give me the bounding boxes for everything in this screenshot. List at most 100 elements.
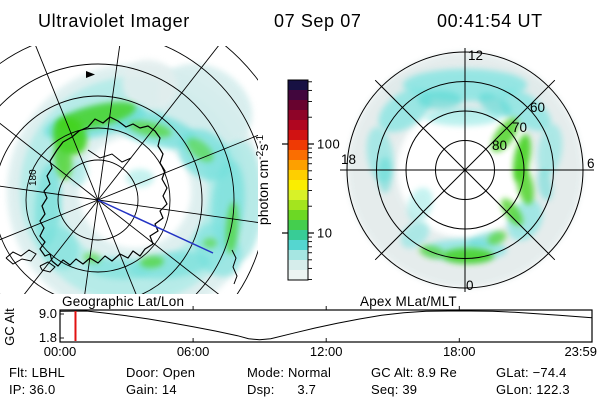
colorbar-band (288, 140, 308, 151)
observation-date: 07 Sep 07 (274, 11, 362, 31)
aurora-blob (537, 169, 553, 201)
colorbar-band (288, 270, 308, 281)
status-seq: Seq: 39 (371, 382, 418, 397)
mlt-label-18: 18 (341, 152, 356, 167)
mlt-spoke (374, 79, 466, 171)
aurora-blob (516, 165, 534, 205)
aurora-blob (34, 163, 62, 247)
colorbar-band (288, 110, 308, 121)
aurora-blob (122, 59, 178, 111)
status-dsp: Dsp: 3.7 (247, 382, 317, 397)
meridian-line (0, 199, 99, 241)
aurora-blob (128, 120, 172, 138)
meridian-line (0, 185, 99, 201)
colorbar-band (288, 100, 308, 111)
strip-xtick-label: 12:00 (310, 344, 343, 359)
mlat-label-80: 80 (492, 138, 507, 153)
colorbar-band (288, 250, 308, 261)
status-gain: Gain: 14 (126, 382, 177, 397)
aurora-blob (442, 248, 494, 264)
strip-xtick-label: 18:00 (443, 344, 476, 359)
colorbar-panel: 100 10 photon cm-2s-1 (255, 79, 340, 281)
strip-ytick-label: 9.0 (39, 306, 57, 321)
coast-detail (39, 261, 56, 273)
mlt-spoke (464, 79, 556, 171)
coast-detail (87, 149, 132, 163)
colorbar-band (288, 260, 308, 271)
meridian-line (23, 199, 99, 294)
aurora-blob (537, 124, 563, 176)
meridian-line (97, 199, 220, 294)
colorbar-band (288, 190, 308, 201)
colorbar-band (288, 230, 308, 241)
aurora-blob (478, 93, 512, 117)
meridian-line (97, 134, 258, 201)
latitude-ring (25, 127, 171, 273)
colorbar-tick-label: 10 (317, 226, 332, 241)
strip-xtick-label: 23:59 (564, 344, 597, 359)
colorbar-band (288, 240, 308, 251)
aurora-blob (418, 91, 462, 109)
colorbar-band (288, 90, 308, 101)
meridian-line (97, 199, 137, 294)
aurora-blob (378, 157, 392, 193)
status-mode: Mode: Normal (247, 365, 332, 380)
aurora-blob (126, 169, 154, 187)
colorbar-band (288, 120, 308, 131)
observation-time: 00:41:54 UT (437, 11, 543, 31)
aurora-blob (203, 238, 217, 248)
strip-xtick-label: 00:00 (44, 344, 77, 359)
instrument-name: Ultraviolet Imager (38, 11, 190, 31)
aurora-blob (491, 117, 519, 153)
coast-detail (231, 249, 238, 285)
colorbar-band (288, 180, 308, 191)
mlat-label-70: 70 (512, 120, 527, 135)
colorbar-band (288, 170, 308, 181)
colorbar-band (288, 160, 308, 171)
colorbar-band (288, 130, 308, 141)
strip-ytick-label: 1.8 (39, 330, 57, 345)
mlt-spoke (374, 169, 466, 261)
coast-detail (5, 249, 37, 265)
meridian-line (0, 122, 99, 201)
meridian-line (97, 46, 219, 201)
meridian-line (97, 46, 121, 201)
colorbar-band (288, 210, 308, 221)
aurora-blob (425, 108, 501, 126)
mlt-label-0: 0 (466, 278, 474, 293)
status-door: Door: Open (126, 365, 196, 380)
orbit-track-line (97, 199, 214, 254)
strip-yaxis-label: GC Alt (2, 308, 17, 346)
mlt-label-6: 6 (587, 156, 595, 171)
mlt-label-12: 12 (468, 48, 483, 63)
direction-arrow-icon (86, 71, 95, 78)
meridian-line (84, 199, 99, 294)
altitude-curve (59, 310, 593, 341)
colorbar-band (288, 200, 308, 211)
latitude-ring (0, 95, 203, 294)
aurora-blob (407, 187, 433, 223)
latitude-ring (0, 63, 235, 294)
status-gcalt: GC Alt: 8.9 Re (371, 365, 457, 380)
colorbar-frame (287, 79, 309, 281)
aurora-blob (68, 158, 88, 186)
colorbar-band (288, 220, 308, 231)
meridian-line (35, 46, 99, 201)
aurora-blob (487, 231, 507, 245)
geographic-map-plot: 180 (0, 46, 258, 294)
colorbar-tick-label: 100 (317, 137, 340, 152)
colorbar-band (288, 150, 308, 161)
aurora-blob (140, 255, 164, 269)
status-glat: GLat: −74.4 (496, 365, 567, 380)
meridian-180-label: 180 (28, 169, 39, 186)
meridian-line (97, 199, 258, 223)
aurora-blob (501, 198, 523, 226)
latitude-ring (57, 159, 139, 241)
status-flt: Flt: LBHL (9, 365, 65, 380)
aurora-blob (400, 221, 430, 249)
colorbar-band (288, 80, 308, 91)
status-ip: IP: 36.0 (9, 382, 56, 397)
altitude-strip-chart: 00:00 06:00 12:00 18:00 23:59 9.0 1.8 GC Alt (2, 306, 597, 359)
